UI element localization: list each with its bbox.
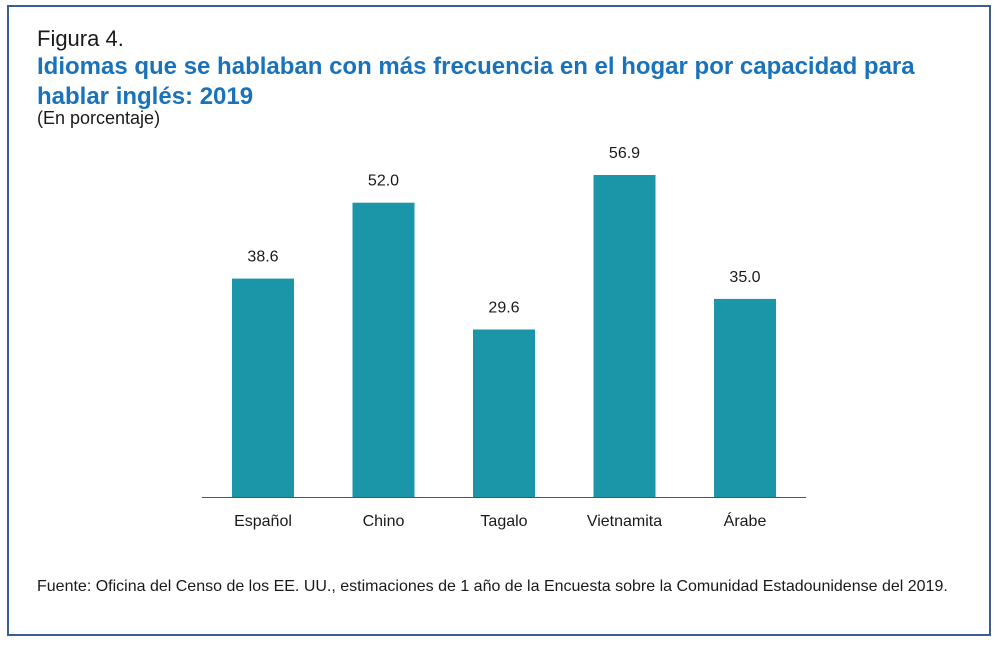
chart-title: Idiomas que se hablaban con más frecuenc… <box>37 53 915 110</box>
figure-label: Figura 4. <box>37 26 124 51</box>
category-label-arabe: Árabe <box>724 511 767 530</box>
value-label-espanol: 38.6 <box>247 249 278 266</box>
source-note: Fuente: Oficina del Censo de los EE. UU.… <box>37 578 948 595</box>
bar-espanol <box>232 278 294 497</box>
value-label-group: 38.6 52.0 29.6 56.9 35.0 <box>247 145 760 317</box>
category-label-chino: Chino <box>363 513 405 530</box>
bar-tagalo <box>473 329 535 497</box>
category-label-espanol: Español <box>234 513 292 530</box>
bar-chino <box>352 202 415 497</box>
category-label-vietnamita: Vietnamita <box>587 513 662 530</box>
category-label-group: Español Chino Tagalo Vietnamita Árabe <box>234 511 766 530</box>
bar-arabe <box>714 298 776 497</box>
value-label-arabe: 35.0 <box>729 269 760 286</box>
value-label-tagalo: 29.6 <box>488 300 519 317</box>
figure-frame <box>7 5 991 636</box>
bar-group <box>232 175 776 497</box>
value-label-chino: 52.0 <box>368 173 399 190</box>
value-label-vietnamita: 56.9 <box>609 145 640 162</box>
category-label-tagalo: Tagalo <box>480 513 527 530</box>
chart-subtitle: (En porcentaje) <box>37 108 161 128</box>
bar-vietnamita <box>593 175 656 497</box>
